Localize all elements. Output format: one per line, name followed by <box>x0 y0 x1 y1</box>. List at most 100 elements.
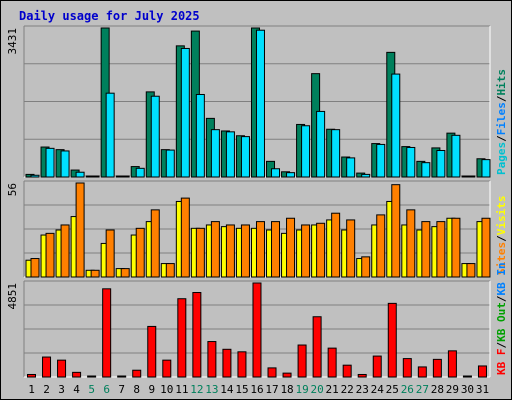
x-tick-day-4: 4 <box>73 383 80 396</box>
x-tick-day-27: 27 <box>416 383 429 396</box>
x-tick-day-16: 16 <box>250 383 263 396</box>
sites-bar-day-18 <box>286 217 296 278</box>
sites-bar-day-6 <box>105 229 115 278</box>
x-tick-day-24: 24 <box>371 383 385 396</box>
kbf-bar-day-14 <box>222 348 232 378</box>
x-tick-day-31: 31 <box>476 383 489 396</box>
panel-1-ymax-label: 56 <box>6 183 19 196</box>
x-tick-day-19: 19 <box>295 383 308 396</box>
x-tick-day-30: 30 <box>461 383 474 396</box>
sites-bar-day-7 <box>120 268 130 278</box>
sites-bar-day-12 <box>195 227 205 278</box>
legend-top-item: Files <box>495 102 508 135</box>
sites-bar-day-4 <box>75 182 85 278</box>
kbf-bar-day-10 <box>162 359 172 378</box>
files-bar-day-12 <box>195 93 205 178</box>
kbf-bar-day-4 <box>72 371 82 378</box>
files-bar-day-8 <box>135 167 145 178</box>
x-tick-day-3: 3 <box>58 383 65 396</box>
sites-bar-day-5 <box>90 269 100 278</box>
sites-bar-day-28 <box>436 221 446 278</box>
x-tick-day-8: 8 <box>133 383 140 396</box>
x-tick-day-5: 5 <box>88 383 95 396</box>
kbf-bar-day-19 <box>297 344 307 378</box>
kbf-bar-day-5 <box>87 375 97 378</box>
files-bar-day-21 <box>331 129 341 178</box>
kbf-bar-day-13 <box>207 341 217 378</box>
kbf-bar-day-8 <box>132 369 142 378</box>
sites-bar-day-27 <box>421 221 431 278</box>
files-bar-day-29 <box>451 134 461 178</box>
files-bar-day-18 <box>286 172 296 178</box>
sites-bar-day-8 <box>135 227 145 278</box>
x-tick-day-22: 22 <box>341 383 354 396</box>
kbf-bar-day-30 <box>462 375 472 378</box>
x-tick-day-10: 10 <box>160 383 173 396</box>
files-bar-day-1 <box>30 174 40 178</box>
files-bar-day-27 <box>421 162 431 178</box>
kbf-bar-day-18 <box>282 372 292 378</box>
files-bar-day-17 <box>271 168 281 178</box>
legend-top-item: Hits <box>495 69 508 96</box>
kbf-bar-day-16 <box>252 282 262 378</box>
files-bar-day-30 <box>466 175 476 178</box>
kbf-bar-day-25 <box>387 302 397 378</box>
files-bar-day-24 <box>376 143 386 178</box>
x-tick-day-14: 14 <box>220 383 234 396</box>
sites-bar-day-25 <box>391 184 401 278</box>
sites-bar-day-1 <box>30 258 40 278</box>
x-tick-day-20: 20 <box>311 383 324 396</box>
files-bar-day-13 <box>210 129 220 178</box>
legend-middle-item: Visits <box>495 196 508 236</box>
files-bar-day-23 <box>361 173 371 178</box>
legend-middle: Sites/Visits <box>495 196 508 276</box>
files-bar-day-15 <box>240 136 250 178</box>
sites-bar-day-3 <box>60 224 70 278</box>
sites-bar-day-23 <box>361 256 371 278</box>
x-tick-day-12: 12 <box>190 383 203 396</box>
legend-bottom: KB F/KB Out/KB In <box>495 262 508 375</box>
kbf-bar-day-7 <box>117 375 127 378</box>
legend-top-item: / <box>495 135 508 142</box>
legend-bottom-item: KB Out <box>495 302 508 342</box>
sites-bar-day-2 <box>45 232 55 278</box>
sites-bar-day-22 <box>346 219 356 278</box>
files-bar-day-19 <box>301 125 311 178</box>
x-tick-day-15: 15 <box>235 383 248 396</box>
x-tick-day-13: 13 <box>205 383 218 396</box>
sites-bar-day-9 <box>150 209 160 278</box>
sites-bar-day-19 <box>301 224 311 278</box>
kbf-bar-day-29 <box>447 350 457 378</box>
x-tick-day-6: 6 <box>103 383 110 396</box>
x-tick-day-29: 29 <box>446 383 459 396</box>
legend-top-item: Pages <box>495 142 508 175</box>
files-bar-day-11 <box>180 47 190 178</box>
kbf-bar-day-9 <box>147 325 157 378</box>
x-tick-day-1: 1 <box>28 383 35 396</box>
kbf-bar-day-31 <box>477 365 487 378</box>
sites-bar-day-15 <box>240 224 250 278</box>
legend-bottom-item: KB F <box>495 349 508 376</box>
files-bar-day-16 <box>255 29 265 178</box>
kbf-bar-day-27 <box>417 366 427 378</box>
sites-bar-day-20 <box>316 222 326 278</box>
files-bar-day-4 <box>75 171 85 178</box>
files-bar-day-20 <box>316 110 326 178</box>
x-tick-day-21: 21 <box>326 383 339 396</box>
files-bar-day-10 <box>165 149 175 178</box>
files-bar-day-3 <box>60 150 70 178</box>
x-tick-day-9: 9 <box>148 383 155 396</box>
x-tick-day-17: 17 <box>265 383 278 396</box>
legend-top: Pages/Files/Hits <box>495 69 508 175</box>
panel-2-ymax-label: 4851 <box>6 283 19 310</box>
sites-bar-day-30 <box>466 263 476 278</box>
kbf-bar-day-17 <box>267 367 277 378</box>
sites-bar-day-26 <box>406 209 416 278</box>
legend-bottom-item: KB In <box>495 262 508 295</box>
kbf-bar-day-6 <box>102 288 112 378</box>
kbf-bar-day-22 <box>342 364 352 378</box>
sites-bar-day-16 <box>255 221 265 278</box>
kbf-bar-day-1 <box>27 373 36 378</box>
kbf-bar-day-28 <box>432 358 442 378</box>
